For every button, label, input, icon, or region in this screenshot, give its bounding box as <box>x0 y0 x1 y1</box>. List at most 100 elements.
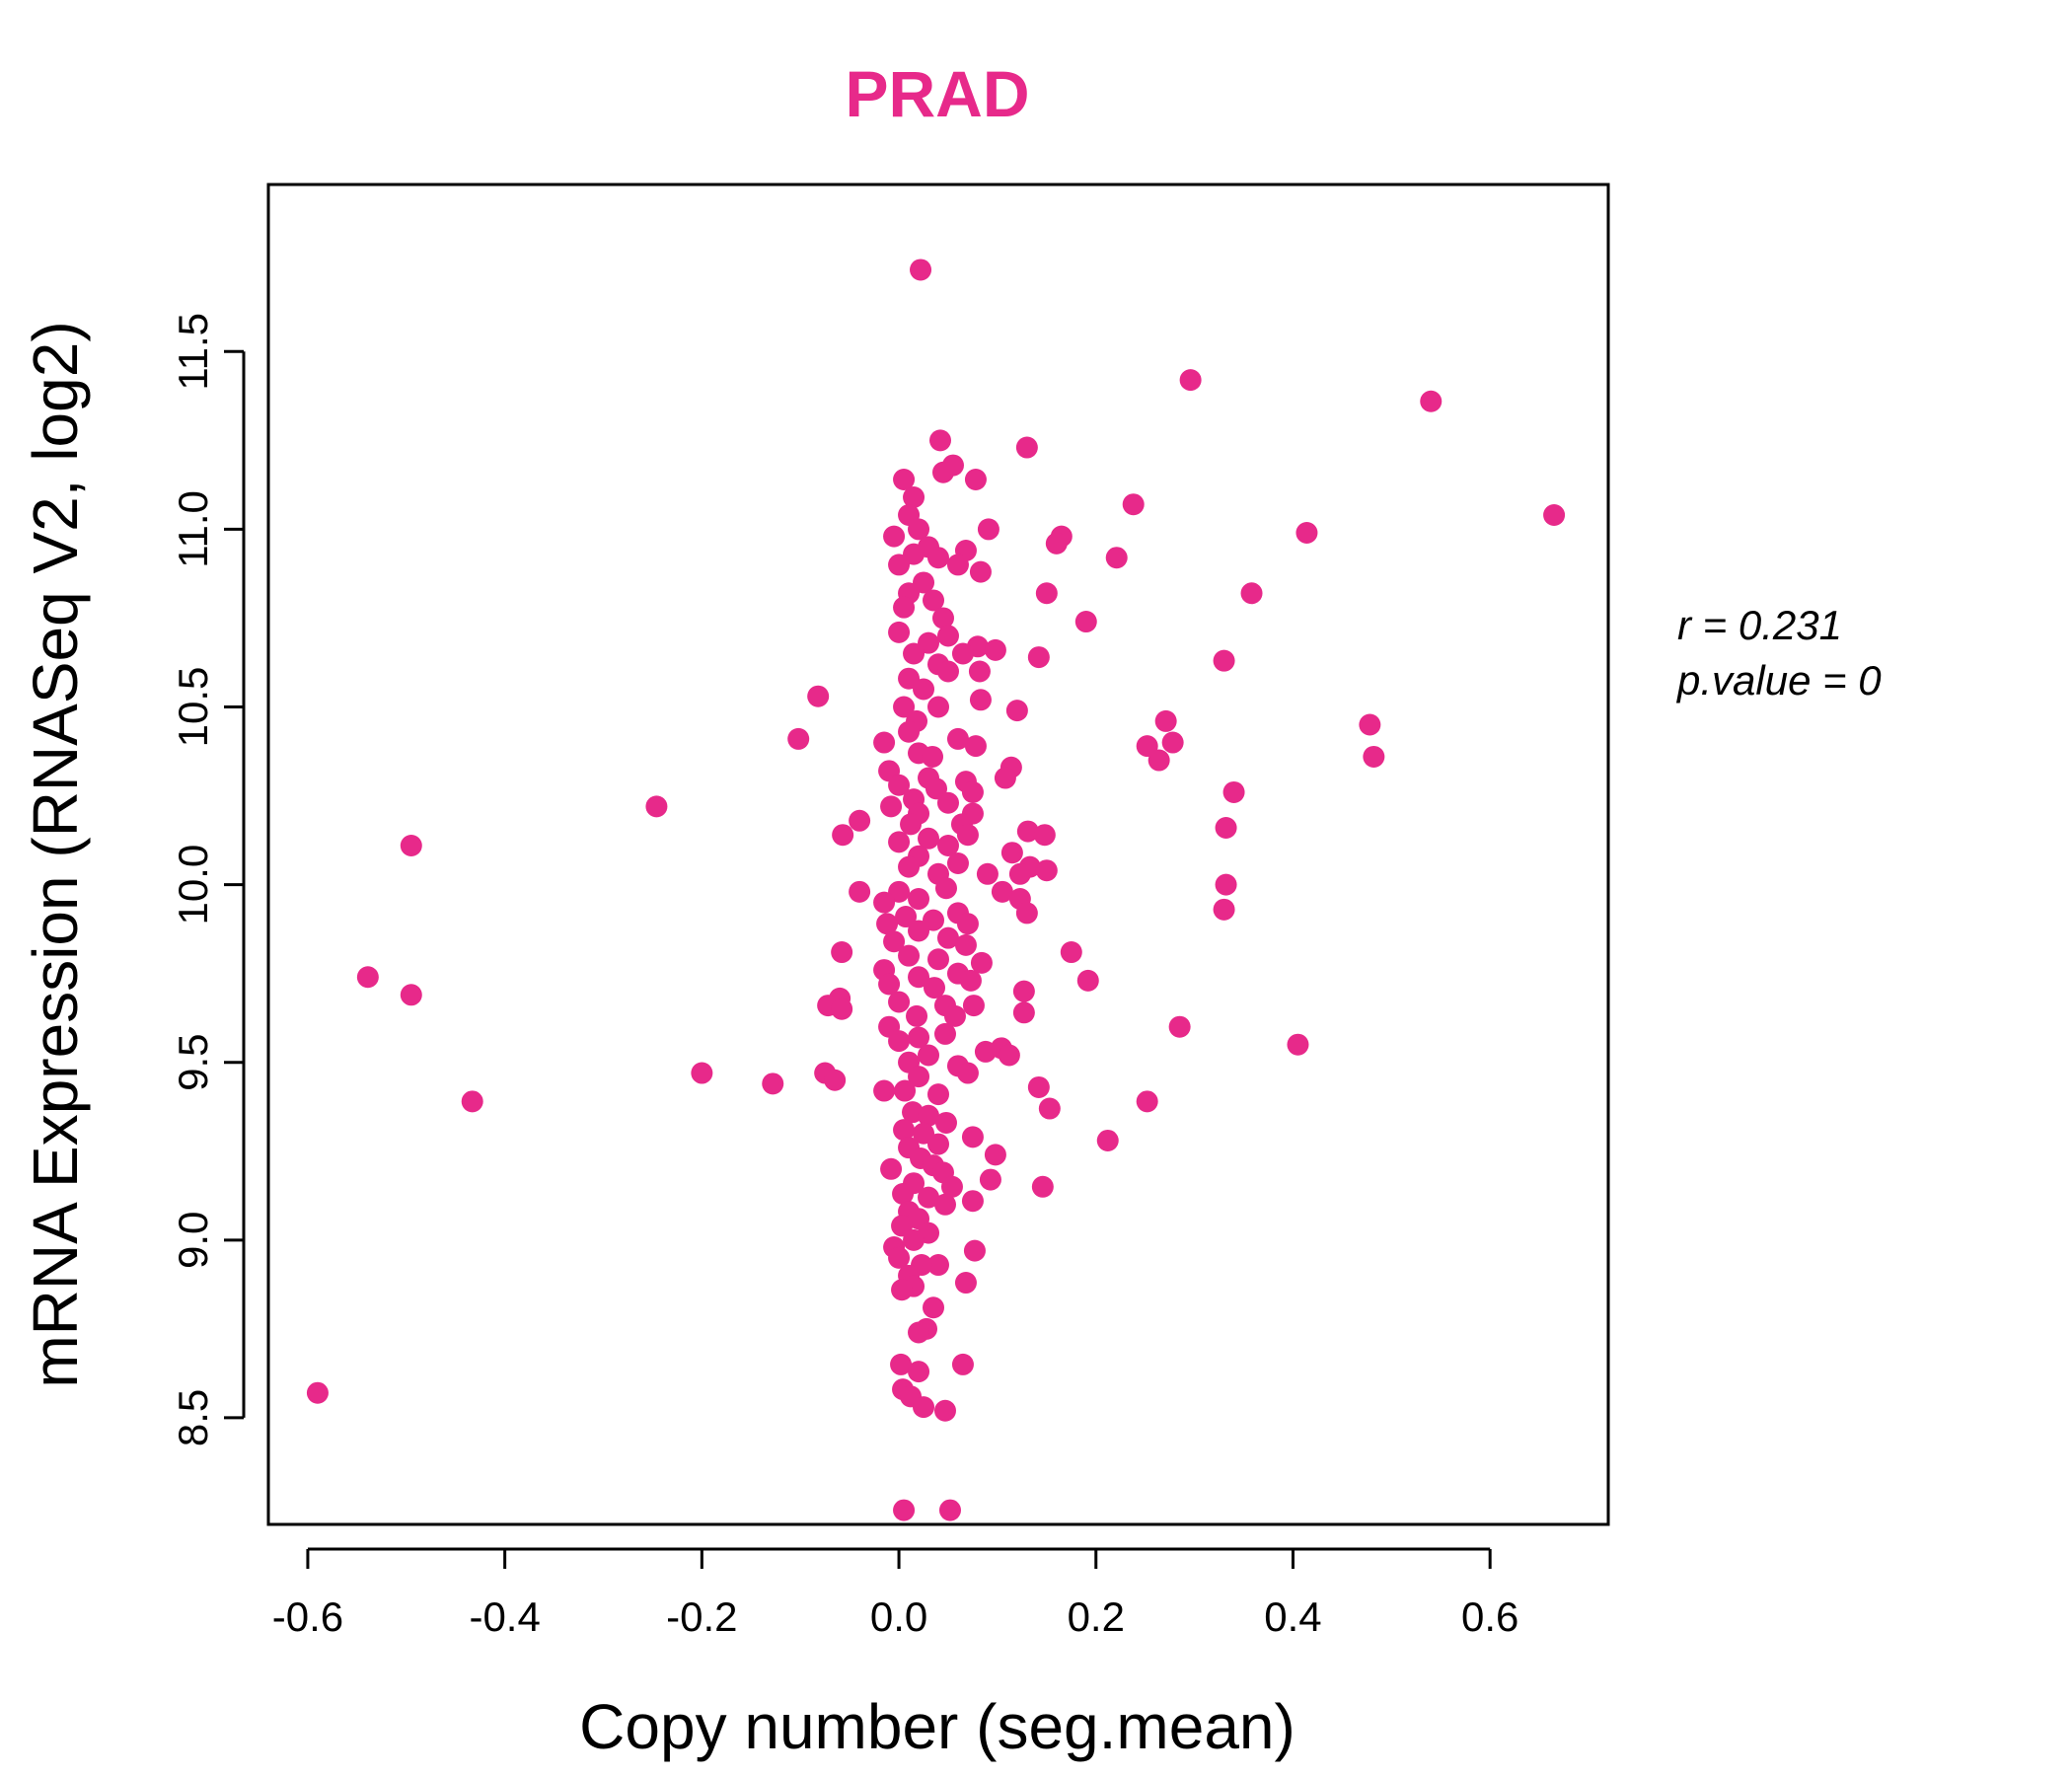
data-point <box>883 525 906 548</box>
data-point <box>913 1396 935 1419</box>
data-point <box>961 1190 984 1213</box>
data-point <box>873 891 896 914</box>
data-point <box>908 888 930 911</box>
data-point <box>888 774 911 796</box>
y-tick-label: 10.0 <box>170 845 216 925</box>
data-point <box>963 1239 986 1262</box>
data-point <box>888 1246 911 1269</box>
data-point <box>900 813 923 836</box>
data-point <box>893 1499 916 1521</box>
data-point <box>894 1079 917 1102</box>
data-point <box>876 913 899 935</box>
data-point <box>903 485 925 508</box>
data-point <box>994 767 1016 789</box>
x-tick-label: -0.4 <box>469 1593 540 1640</box>
data-point <box>1136 735 1158 758</box>
data-point <box>943 1004 966 1027</box>
data-point <box>1045 532 1068 555</box>
data-point <box>893 1119 916 1142</box>
x-tick-label: 0.6 <box>1461 1593 1518 1640</box>
data-point <box>1074 611 1097 633</box>
data-point <box>645 795 668 818</box>
data-point <box>1420 390 1443 412</box>
data-point <box>891 1215 914 1237</box>
data-point <box>951 642 974 665</box>
data-point <box>927 1133 949 1155</box>
data-point <box>1005 700 1028 722</box>
y-tick-label: 9.5 <box>170 1034 216 1091</box>
data-point <box>1060 941 1082 964</box>
x-axis-title: Copy number (seg.mean) <box>579 1691 1295 1762</box>
data-point <box>970 951 993 974</box>
data-point <box>961 1126 984 1148</box>
data-point <box>1161 731 1184 754</box>
data-point <box>898 944 921 967</box>
data-point <box>1035 582 1058 605</box>
data-point <box>762 1073 784 1095</box>
y-tick-label: 9.0 <box>170 1212 216 1269</box>
data-point <box>898 855 921 878</box>
data-point <box>946 554 969 576</box>
y-tick-label: 10.5 <box>170 667 216 748</box>
data-point <box>933 1193 956 1216</box>
data-point <box>933 1399 956 1422</box>
data-point <box>908 966 930 989</box>
data-point <box>306 1381 329 1404</box>
data-point <box>946 727 969 750</box>
data-point <box>1016 820 1039 843</box>
data-point <box>807 685 830 707</box>
data-point <box>1015 902 1038 925</box>
data-point <box>1038 1097 1061 1120</box>
data-point <box>849 880 871 903</box>
data-point <box>927 696 949 718</box>
data-point <box>976 862 999 885</box>
x-tick-label: 0.4 <box>1264 1593 1321 1640</box>
data-point <box>888 1030 911 1053</box>
x-tick-label: -0.6 <box>272 1593 343 1640</box>
data-point <box>908 1066 930 1088</box>
data-point <box>787 727 810 750</box>
data-point <box>936 625 959 647</box>
data-point <box>923 1296 945 1319</box>
data-point <box>910 259 932 281</box>
data-point <box>979 1168 1001 1191</box>
data-point <box>888 621 911 643</box>
data-point <box>956 1062 979 1084</box>
data-point <box>888 991 911 1013</box>
data-point <box>893 468 916 490</box>
data-point <box>906 1004 928 1027</box>
y-axis: 8.5 9.0 9.5 10.0 10.5 11.0 11.5 <box>170 313 246 1446</box>
data-point <box>888 554 911 576</box>
data-point <box>691 1062 713 1084</box>
data-point <box>1105 547 1128 569</box>
data-point <box>849 809 871 832</box>
data-point <box>969 689 992 711</box>
data-point <box>1027 1075 1050 1098</box>
data-point <box>831 941 853 964</box>
data-point <box>1136 1090 1158 1113</box>
data-point <box>824 1069 847 1091</box>
data-point <box>936 834 959 856</box>
data-point <box>1015 436 1038 459</box>
data-point <box>1215 873 1237 896</box>
data-point <box>951 1353 974 1375</box>
y-tick-label: 11.5 <box>170 313 216 391</box>
data-point <box>1213 649 1235 672</box>
data-point <box>946 852 969 875</box>
data-point <box>831 998 853 1020</box>
data-point <box>1295 522 1318 545</box>
data-point <box>956 824 979 847</box>
data-point <box>934 877 957 900</box>
chart-title: PRAD <box>845 57 1029 130</box>
data-point <box>1154 709 1177 732</box>
data-point <box>928 429 951 452</box>
data-point <box>968 660 991 683</box>
data-point <box>891 1279 914 1301</box>
data-point <box>1096 1129 1119 1151</box>
y-tick-label: 8.5 <box>170 1389 216 1446</box>
data-point <box>974 1040 997 1063</box>
data-point <box>1359 713 1381 736</box>
data-point <box>954 933 977 956</box>
data-point <box>903 1228 925 1251</box>
